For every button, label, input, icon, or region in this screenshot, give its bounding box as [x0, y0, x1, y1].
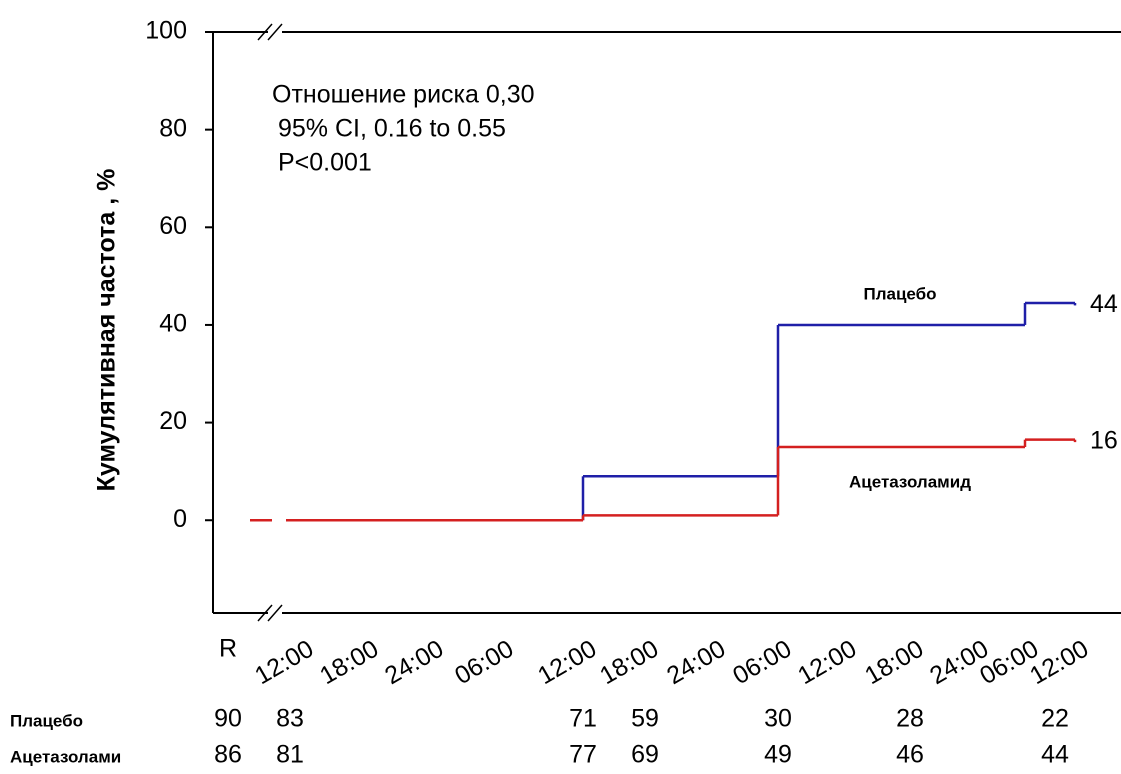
risk-value: 90: [214, 705, 242, 733]
x-tick-label: 12:00: [250, 635, 318, 691]
x-tick-label: 18:00: [860, 635, 928, 691]
annotation: 95% CI, 0.16 to 0.55: [278, 115, 506, 143]
axis-break: [267, 23, 283, 41]
end-label: 44: [1090, 290, 1118, 318]
y-tick-label: 60: [159, 212, 187, 240]
axis-break: [257, 604, 273, 622]
risk-value: 77: [569, 741, 597, 769]
x-tick-label: R: [219, 635, 237, 663]
risk-value: 49: [764, 741, 792, 769]
y-axis-label: Кумулятивная частота , %: [93, 169, 121, 492]
axis-break: [267, 604, 283, 622]
x-tick-label: 12:00: [533, 635, 601, 691]
risk-value: 86: [214, 741, 242, 769]
annotation: Отношение риска 0,30: [272, 81, 535, 109]
risk-row-label: Плацебо: [10, 711, 83, 730]
risk-value: 69: [631, 741, 659, 769]
x-tick-label: 06:00: [450, 635, 518, 691]
risk-value: 46: [896, 741, 924, 769]
risk-value: 22: [1041, 705, 1069, 733]
risk-value: 28: [896, 705, 924, 733]
series-label: Плацебо: [863, 284, 936, 303]
annotation: P<0.001: [278, 149, 372, 177]
series-label: Ацетазоламид: [849, 472, 971, 491]
end-label: 16: [1090, 427, 1118, 455]
y-tick-label: 20: [159, 407, 187, 435]
line-break-gap: [272, 515, 286, 526]
axis-break: [257, 23, 273, 41]
x-tick-label: 24:00: [662, 635, 730, 691]
x-tick-label: 18:00: [595, 635, 663, 691]
x-tick-label: 18:00: [315, 635, 383, 691]
risk-value: 59: [631, 705, 659, 733]
x-tick-label: 12:00: [793, 635, 861, 691]
x-tick-label: 24:00: [380, 635, 448, 691]
y-tick-label: 0: [173, 505, 187, 533]
risk-value: 81: [276, 741, 304, 769]
y-tick-label: 100: [145, 17, 187, 45]
x-tick-label: 06:00: [728, 635, 796, 691]
risk-row-label: Ацетазолами: [10, 747, 121, 766]
x-tick-label: 12:00: [1025, 635, 1093, 691]
y-tick-label: 40: [159, 310, 187, 338]
risk-value: 71: [569, 705, 597, 733]
risk-value: 30: [764, 705, 792, 733]
risk-value: 44: [1041, 741, 1069, 769]
risk-value: 83: [276, 705, 304, 733]
y-tick-label: 80: [159, 114, 187, 142]
